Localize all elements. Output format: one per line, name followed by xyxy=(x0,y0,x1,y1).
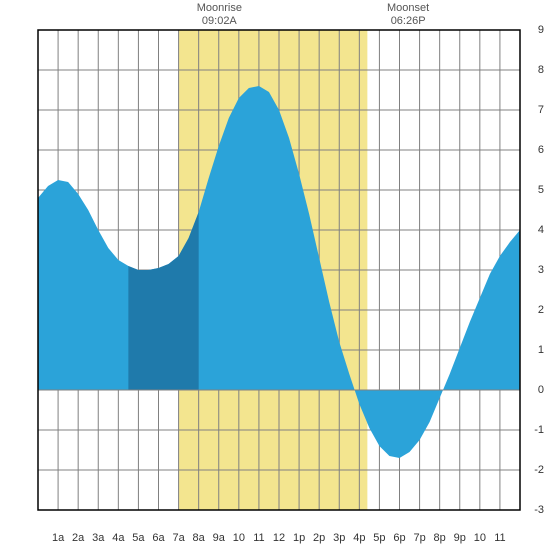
x-tick-label: 1p xyxy=(293,532,305,544)
moonrise-label-title: Moonrise xyxy=(184,2,254,15)
x-tick-label: 7p xyxy=(413,532,425,544)
x-tick-label: 2a xyxy=(72,532,84,544)
x-tick-label: 9p xyxy=(454,532,466,544)
x-tick-label: 6a xyxy=(152,532,164,544)
x-tick-label: 3a xyxy=(92,532,104,544)
y-tick-label: 0 xyxy=(538,384,544,396)
moonset-label-title: Moonset xyxy=(373,2,443,15)
x-tick-label: 2p xyxy=(313,532,325,544)
x-tick-label: 5p xyxy=(373,532,385,544)
y-tick-label: 8 xyxy=(538,64,544,76)
x-tick-label: 5a xyxy=(132,532,144,544)
y-tick-label: -2 xyxy=(534,464,544,476)
y-tick-label: 7 xyxy=(538,104,544,116)
moonrise-label-time: 09:02A xyxy=(184,15,254,28)
x-tick-label: 11 xyxy=(494,532,505,544)
moonset-label-time: 06:26P xyxy=(373,15,443,28)
x-tick-label: 4a xyxy=(112,532,124,544)
x-tick-label: 3p xyxy=(333,532,345,544)
y-tick-label: 4 xyxy=(538,224,544,236)
y-tick-label: 1 xyxy=(538,344,544,356)
y-tick-label: 3 xyxy=(538,264,544,276)
x-tick-label: 10 xyxy=(233,532,245,544)
y-tick-label: 5 xyxy=(538,184,544,196)
x-tick-label: 9a xyxy=(213,532,225,544)
x-tick-label: 1a xyxy=(52,532,64,544)
x-tick-label: 4p xyxy=(353,532,365,544)
x-tick-label: 8p xyxy=(434,532,446,544)
x-tick-label: 12 xyxy=(273,532,285,544)
x-tick-label: 10 xyxy=(474,532,486,544)
x-tick-label: 8a xyxy=(193,532,205,544)
y-tick-label: 6 xyxy=(538,144,544,156)
x-tick-label: 6p xyxy=(393,532,405,544)
x-tick-label: 11 xyxy=(253,532,264,544)
tide-chart xyxy=(0,0,550,550)
y-tick-label: 9 xyxy=(538,24,544,36)
y-tick-label: -3 xyxy=(534,504,544,516)
moonrise-label: Moonrise09:02A xyxy=(184,2,254,28)
y-tick-label: 2 xyxy=(538,304,544,316)
y-tick-label: -1 xyxy=(534,424,544,436)
moonset-label: Moonset06:26P xyxy=(373,2,443,28)
x-tick-label: 7a xyxy=(172,532,184,544)
